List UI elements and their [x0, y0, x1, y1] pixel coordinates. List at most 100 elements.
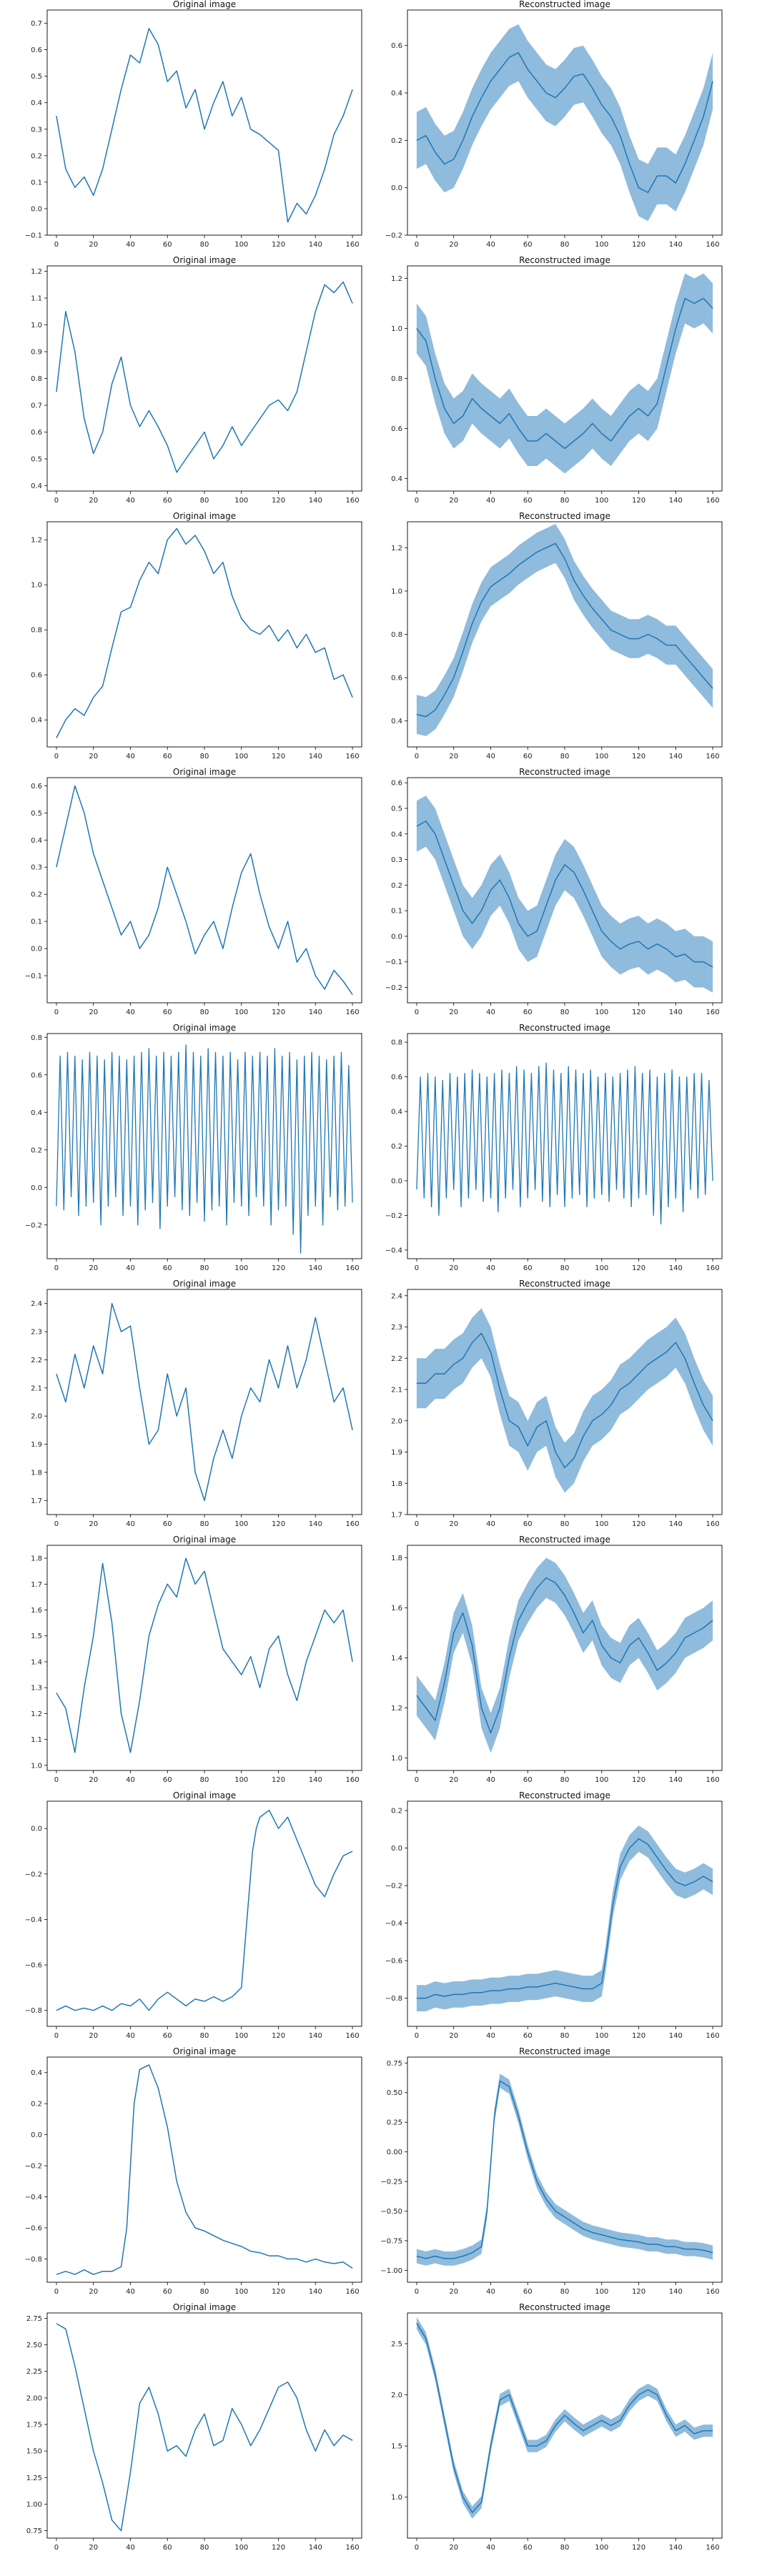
- y-tick-label: 1.6: [391, 1605, 402, 1613]
- x-tick-label: 40: [126, 241, 135, 249]
- x-tick-label: 20: [89, 2032, 98, 2040]
- y-tick-label: 0.1: [391, 908, 402, 916]
- x-tick-label: 140: [309, 1264, 322, 1272]
- x-tick-label: 80: [560, 1776, 570, 1784]
- y-tick-label: 0.6: [31, 672, 42, 680]
- x-tick-label: 100: [234, 2032, 248, 2040]
- x-tick-label: 160: [706, 753, 720, 761]
- x-tick-label: 0: [54, 1264, 59, 1272]
- x-tick-label: 140: [669, 1776, 683, 1784]
- chart-panel-4: Reconstructed image 0 20 40 60 80 100 120 140 160…: [391, 255, 723, 505]
- y-tick-label: 0.75: [387, 2060, 402, 2068]
- chart-title: Original image: [173, 0, 236, 9]
- x-tick-label: 40: [486, 1009, 495, 1016]
- x-tick-label: 0: [54, 497, 59, 505]
- y-tick-label: 0.7: [31, 402, 42, 410]
- x-tick-label: 140: [669, 2288, 683, 2296]
- x-tick-label: 0: [54, 2288, 59, 2296]
- chart-title: Reconstructed image: [519, 1535, 610, 1545]
- x-tick-label: 120: [272, 1009, 285, 1016]
- x-tick-label: 80: [200, 1520, 209, 1528]
- x-tick-label: 80: [560, 2288, 570, 2296]
- y-tick-label: 0.0: [391, 1177, 402, 1185]
- y-tick-label: 1.8: [391, 1555, 402, 1562]
- x-tick-label: 60: [523, 1520, 533, 1528]
- y-tick-label: 1.0: [31, 1762, 42, 1770]
- x-tick-label: 60: [163, 1264, 172, 1272]
- x-tick-label: 60: [163, 241, 172, 249]
- x-tick-label: 140: [309, 497, 322, 505]
- y-tick-label: 0.4: [31, 2069, 42, 2077]
- y-tick-label: 0.0: [31, 946, 42, 953]
- x-tick-label: 40: [126, 1776, 135, 1784]
- y-tick-label: 2.0: [391, 1417, 402, 1425]
- y-tick-label: 1.75: [26, 2422, 42, 2429]
- y-tick-label: −0.8: [25, 2256, 42, 2264]
- x-tick-label: 160: [346, 753, 360, 761]
- x-tick-label: 60: [523, 1776, 533, 1784]
- x-tick-label: 100: [595, 1264, 608, 1272]
- x-tick-label: 160: [706, 1520, 720, 1528]
- x-tick-label: 40: [126, 1520, 135, 1528]
- y-tick-label: 0.6: [391, 425, 402, 433]
- x-tick-label: 160: [346, 2032, 360, 2040]
- uncertainty-band: [417, 1049, 713, 1238]
- x-tick-label: 0: [415, 241, 419, 249]
- y-tick-label: 0.0: [391, 184, 402, 192]
- y-tick-label: 0.7: [31, 20, 42, 28]
- y-tick-label: 1.6: [31, 1607, 42, 1615]
- x-tick-label: 100: [595, 1520, 608, 1528]
- x-tick-label: 60: [523, 2288, 533, 2296]
- y-tick-label: 2.5: [391, 2340, 402, 2348]
- y-tick-label: −0.2: [385, 232, 402, 240]
- y-tick-label: −0.50: [380, 2208, 402, 2216]
- y-tick-label: 1.2: [31, 1710, 42, 1718]
- x-tick-label: 0: [415, 2544, 419, 2552]
- y-tick-label: 0.6: [391, 42, 402, 50]
- uncertainty-band: [416, 24, 713, 222]
- y-tick-label: 0.8: [31, 375, 42, 383]
- y-tick-label: 1.4: [31, 1658, 42, 1666]
- x-tick-label: 120: [272, 497, 285, 505]
- chart-title: Original image: [173, 1790, 236, 1800]
- x-tick-label: 80: [200, 2032, 209, 2040]
- y-tick-label: −0.6: [25, 2224, 42, 2232]
- x-tick-label: 20: [449, 2032, 458, 2040]
- x-tick-label: 40: [126, 2032, 135, 2040]
- chart-title: Reconstructed image: [519, 2302, 610, 2312]
- series-line: [56, 2064, 353, 2275]
- y-tick-label: 1.9: [31, 1441, 42, 1449]
- y-tick-label: 0.5: [31, 73, 42, 81]
- x-tick-label: 100: [234, 241, 248, 249]
- x-tick-label: 120: [272, 2544, 285, 2552]
- x-tick-label: 80: [560, 2544, 570, 2552]
- x-tick-label: 100: [595, 241, 608, 249]
- chart-panel-16: Reconstructed image 0 20 40 60 80 100 120 140 160…: [385, 1790, 723, 2040]
- y-tick-label: 0.8: [31, 627, 42, 635]
- y-tick-label: 0.0: [31, 1184, 42, 1192]
- x-tick-label: 120: [272, 2288, 285, 2296]
- x-tick-label: 0: [415, 1009, 419, 1016]
- y-tick-label: 0.6: [391, 780, 402, 788]
- x-tick-label: 80: [200, 241, 209, 249]
- y-tick-label: 1.8: [31, 1469, 42, 1477]
- y-tick-label: 0.2: [31, 152, 42, 160]
- x-tick-label: 0: [415, 2032, 419, 2040]
- chart-panel-3: Original image 0 20 40 60 80 100 120 140 160 0.4 0.…: [31, 255, 362, 505]
- x-tick-label: 100: [595, 2288, 608, 2296]
- x-tick-label: 120: [632, 1776, 645, 1784]
- y-tick-label: −1.00: [380, 2267, 402, 2275]
- x-tick-label: 160: [346, 1776, 360, 1784]
- y-tick-label: 1.2: [31, 537, 42, 545]
- x-tick-label: 140: [669, 497, 683, 505]
- x-tick-label: 20: [449, 2288, 458, 2296]
- chart-panel-9: Original image 0 20 40 60 80 100 120 140 160 −0.2 0…: [25, 1023, 362, 1272]
- x-tick-label: 80: [560, 753, 570, 761]
- x-tick-label: 80: [560, 497, 570, 505]
- axes-frame: [407, 1033, 723, 1259]
- y-tick-label: 0.4: [391, 1109, 402, 1116]
- x-tick-label: 120: [632, 2544, 645, 2552]
- x-tick-label: 100: [595, 497, 608, 505]
- x-tick-label: 160: [706, 1264, 720, 1272]
